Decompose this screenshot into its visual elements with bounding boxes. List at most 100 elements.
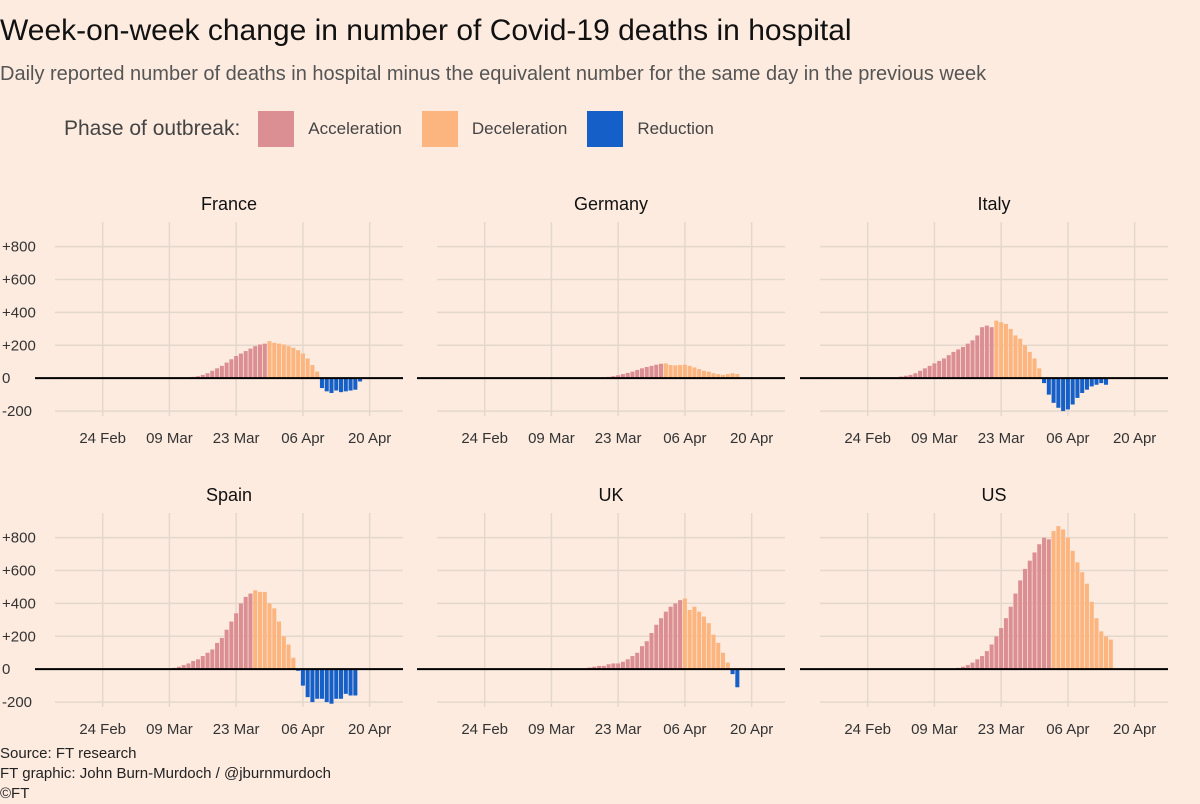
bar-uk-acceleration bbox=[649, 633, 654, 670]
bar-us-deceleration bbox=[1094, 618, 1099, 670]
bar-us-deceleration bbox=[1099, 631, 1104, 670]
y-tick-label: +200 bbox=[2, 337, 36, 354]
x-tick-label: 06 Apr bbox=[663, 430, 706, 447]
x-tick-label: 24 Feb bbox=[844, 430, 891, 447]
bar-france-reduction bbox=[353, 378, 358, 390]
bar-us-acceleration bbox=[1013, 593, 1018, 670]
bar-us-deceleration bbox=[1056, 526, 1061, 670]
bar-france-acceleration bbox=[238, 353, 243, 379]
bar-uk-deceleration bbox=[725, 662, 730, 670]
bar-italy-acceleration bbox=[975, 335, 980, 379]
bar-uk-reduction bbox=[730, 669, 735, 675]
bar-us-acceleration bbox=[980, 656, 985, 670]
chart-subtitle: Daily reported number of deaths in hospi… bbox=[0, 63, 987, 85]
bar-germany-acceleration bbox=[659, 363, 664, 379]
bar-italy-deceleration bbox=[1037, 368, 1042, 379]
bar-germany-deceleration bbox=[735, 374, 740, 379]
bar-italy-reduction bbox=[1084, 378, 1089, 390]
x-tick-label: 06 Apr bbox=[1046, 721, 1089, 738]
bar-france-deceleration bbox=[300, 353, 305, 379]
bar-uk-deceleration bbox=[682, 598, 687, 670]
legend-item-reduction: Reduction bbox=[587, 111, 714, 147]
y-tick-label: +800 bbox=[2, 239, 36, 256]
bar-italy-reduction bbox=[1056, 378, 1061, 408]
bar-france-deceleration bbox=[277, 343, 282, 379]
panel-title-germany: Germany bbox=[574, 194, 648, 214]
x-tick-label: 24 Feb bbox=[79, 430, 126, 447]
bar-france-deceleration bbox=[281, 344, 286, 379]
bar-spain-acceleration bbox=[219, 637, 224, 670]
bar-us-acceleration bbox=[975, 659, 980, 670]
bar-uk-deceleration bbox=[711, 634, 716, 670]
bar-france-acceleration bbox=[234, 355, 239, 379]
bar-uk-acceleration bbox=[639, 646, 645, 670]
footer: Source: FT research FT graphic: John Bur… bbox=[0, 744, 331, 804]
bar-italy-acceleration bbox=[956, 349, 961, 379]
bar-france-deceleration bbox=[305, 358, 310, 379]
bar-germany-deceleration bbox=[701, 370, 706, 379]
bar-italy-acceleration bbox=[946, 355, 951, 379]
bar-uk-acceleration bbox=[625, 659, 630, 670]
bar-spain-deceleration bbox=[281, 636, 286, 670]
bar-spain-acceleration bbox=[176, 666, 181, 670]
legend-label-acceleration: Acceleration bbox=[308, 119, 402, 138]
bar-uk-acceleration bbox=[654, 624, 659, 670]
legend-title: Phase of outbreak: bbox=[64, 117, 241, 140]
bar-uk-acceleration bbox=[601, 665, 606, 670]
y-tick-label: +600 bbox=[2, 563, 36, 580]
x-tick-label: 24 Feb bbox=[461, 721, 508, 738]
bar-italy-acceleration bbox=[903, 375, 908, 379]
bar-us-deceleration bbox=[1051, 531, 1056, 670]
bar-spain-reduction bbox=[300, 669, 305, 686]
bar-france-deceleration bbox=[286, 346, 291, 379]
bar-us-deceleration bbox=[1104, 636, 1109, 670]
bar-france-reduction bbox=[334, 378, 339, 391]
panel-title-spain: Spain bbox=[206, 485, 252, 505]
bar-italy-acceleration bbox=[932, 363, 937, 379]
bar-germany-acceleration bbox=[644, 367, 649, 379]
bar-italy-acceleration bbox=[913, 373, 918, 379]
bar-spain-reduction bbox=[329, 669, 334, 704]
bar-spain-acceleration bbox=[229, 621, 234, 670]
bar-italy-reduction bbox=[1089, 378, 1094, 387]
bar-spain-acceleration bbox=[205, 652, 210, 670]
bar-us-acceleration bbox=[965, 665, 970, 670]
bar-us-deceleration bbox=[1075, 562, 1080, 670]
bar-spain-deceleration bbox=[253, 590, 258, 670]
bar-spain-acceleration bbox=[224, 629, 229, 670]
bar-france-acceleration bbox=[200, 374, 205, 379]
bar-spain-deceleration bbox=[277, 621, 282, 670]
bar-spain-reduction bbox=[319, 669, 324, 699]
x-tick-label: 23 Mar bbox=[595, 430, 642, 447]
bar-us-acceleration bbox=[1042, 537, 1047, 670]
bar-uk-acceleration bbox=[644, 641, 649, 670]
bar-france-acceleration bbox=[210, 370, 215, 379]
x-tick-label: 06 Apr bbox=[281, 430, 324, 447]
bar-france-reduction bbox=[348, 378, 353, 391]
bar-france-deceleration bbox=[315, 371, 320, 379]
bar-germany-deceleration bbox=[673, 365, 678, 379]
bar-germany-deceleration bbox=[721, 374, 726, 379]
bar-italy-acceleration bbox=[941, 358, 946, 379]
bar-us-acceleration bbox=[1032, 552, 1037, 670]
bar-us-acceleration bbox=[1037, 544, 1042, 670]
bar-uk-deceleration bbox=[697, 611, 702, 670]
bar-italy-deceleration bbox=[1018, 338, 1023, 379]
legend: Phase of outbreak: Acceleration Decelera… bbox=[64, 111, 734, 147]
bar-france-acceleration bbox=[229, 359, 234, 379]
y-tick-label: +400 bbox=[2, 304, 36, 321]
y-tick-label: +400 bbox=[2, 595, 36, 612]
bar-uk-acceleration bbox=[635, 652, 640, 670]
bar-italy-acceleration bbox=[922, 368, 927, 379]
bar-spain-acceleration bbox=[186, 663, 191, 670]
x-tick-label: 24 Feb bbox=[79, 721, 126, 738]
bar-italy-acceleration bbox=[951, 351, 956, 379]
bar-us-deceleration bbox=[1084, 583, 1089, 670]
bar-france-acceleration bbox=[215, 368, 220, 379]
bar-italy-deceleration bbox=[994, 320, 999, 379]
source-note: Source: FT research bbox=[0, 745, 137, 762]
bar-uk-deceleration bbox=[721, 652, 726, 670]
legend-label-reduction: Reduction bbox=[637, 119, 714, 138]
x-tick-label: 20 Apr bbox=[730, 430, 773, 447]
bar-france-acceleration bbox=[205, 373, 210, 379]
